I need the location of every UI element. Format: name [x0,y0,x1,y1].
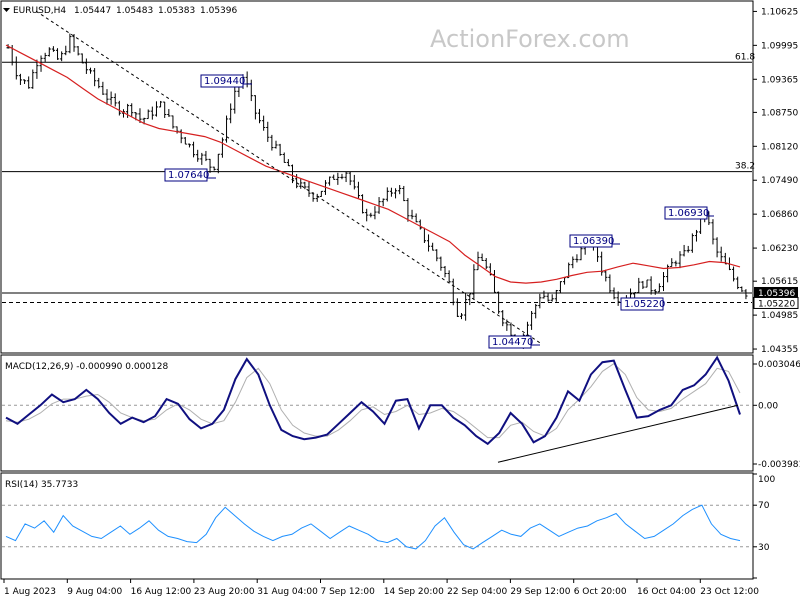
price-panel-frame [0,0,754,354]
axes: 1.10625 1.09995 1.09365 1.08750 1.08120 1.074… [3,7,800,597]
rsi-label: RSI(14) 35.7733 [5,480,78,490]
header-open: 1.05447 [74,6,111,16]
time-tick-label: 23 Oct 12:00 [700,587,759,597]
price-tick-label: 1.04355 [761,345,798,355]
annotation-1.05220: 1.05220 [624,299,665,310]
header-close: 1.05396 [200,6,237,16]
header-low: 1.05383 [158,6,195,16]
price-tick-label: 1.09365 [761,75,798,85]
moving-average-line [5,44,741,284]
price-panel: 61.8 38.2 1.09440 1.07640 1.06390 1.06930 1.05… [2,10,755,349]
time-tick-label: 7 Sep 12:00 [321,587,376,597]
annotation-1.04470-box [488,335,532,349]
symbol-label: EURUSD,H4 [13,6,66,16]
rsi-tick-label: 70 [758,501,770,511]
macd-tick-label: 0.00 [758,401,778,411]
annotation-1.06930: 1.06930 [668,208,709,219]
macd-tick-label: -0.003981 [758,460,800,470]
annotation-1.07640: 1.07640 [168,170,209,181]
annotation-1.06390: 1.06390 [573,236,614,247]
macd-trendline [497,404,739,463]
macd-panel [2,355,752,463]
fib-level-label: 61.8 [735,52,755,62]
support-price-label: 1.05220 [758,299,795,309]
price-tick-label: 1.09995 [761,41,798,51]
dropdown-triangle-icon[interactable] [3,8,10,12]
support-price-badge [753,296,799,309]
price-tick-label: 1.08750 [761,108,798,118]
annotation-1.06930-box [664,206,708,220]
price-tick-label: 1.07490 [761,176,798,186]
time-tick-label: 9 Aug 04:00 [67,587,122,597]
macd-panel-frame [0,354,754,472]
price-tick-label: 1.05615 [761,277,798,287]
macd-tick-label: 0.003046 [758,360,800,370]
price-tick-label: 1.08120 [761,142,798,152]
downtrend-line [35,10,541,344]
annotation-1.07640-box [164,168,208,182]
time-tick-label: 31 Aug 04:00 [257,587,318,597]
macd-signal-line [5,363,741,439]
time-tick-label: 23 Aug 20:00 [194,587,255,597]
header-high: 1.05483 [116,6,153,16]
current-price-badge [754,286,798,298]
fib-level-label: 38.2 [735,162,755,172]
time-tick-label: 29 Sep 12:00 [510,587,570,597]
macd-label: MACD(12,26,9) -0.000990 0.000128 [5,362,168,372]
current-price-label: 1.05396 [758,289,795,299]
price-tick-label: 1.06230 [761,244,798,254]
rsi-tick-label: 30 [758,543,770,553]
annotation-1.09440: 1.09440 [204,76,245,87]
macd-main-line [5,355,741,446]
annotation-1.04470: 1.04470 [492,337,533,348]
time-tick-label: 6 Oct 20:00 [574,587,627,597]
price-tick-label: 1.10625 [761,7,798,17]
rsi-panel-frame [0,472,754,580]
time-tick-label: 16 Aug 12:00 [131,587,192,597]
annotation-1.09440-box [200,74,244,88]
rsi-tick-label: 100 [758,475,775,485]
annotation-1.05220-box [620,297,664,311]
time-tick-label: 1 Aug 2023 [4,587,56,597]
annotation-1.06390-box [569,234,613,248]
time-tick-label: 14 Sep 20:00 [384,587,444,597]
time-tick-label: 16 Oct 04:00 [637,587,696,597]
price-tick-label: 1.04985 [761,311,798,321]
time-tick-label: 22 Sep 04:00 [447,587,507,597]
watermark: ActionForex.com [430,25,630,53]
rsi-panel [2,504,752,550]
price-tick-label: 1.06860 [761,210,798,220]
rsi-line [5,504,741,550]
